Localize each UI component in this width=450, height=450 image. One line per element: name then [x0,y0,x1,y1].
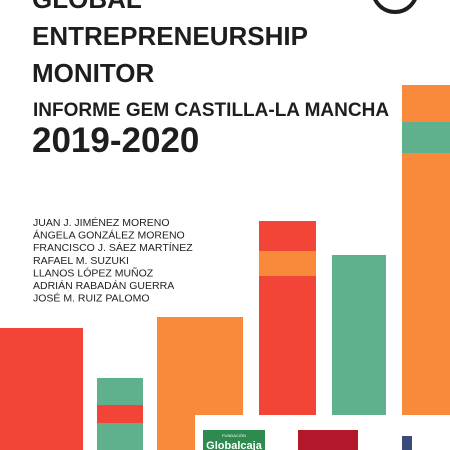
author: JOSÉ M. RUIZ PALOMO [33,292,149,305]
bar-block [259,276,316,415]
author: JUAN J. JIMÉNEZ MORENO [33,216,170,229]
author: ÁNGELA GONZÁLEZ MORENO [33,229,185,242]
sponsor-name: Globalcaja [206,440,263,450]
bar-block [97,378,143,405]
author: LLANOS LÓPEZ MUÑOZ [33,266,154,279]
sponsor-logo [203,430,265,450]
partner-icon [402,436,412,450]
bar-block [97,405,143,423]
bar-block [402,85,450,122]
author: ADRIÁN RABADÁN GUERRA [33,279,174,292]
title-line: MONITOR [32,58,155,88]
bar-block [259,221,316,251]
bar-block [0,328,83,450]
bar-block [402,122,450,153]
title-line: GLOBAL [32,0,142,14]
bar-block [332,255,386,415]
partner-logo [298,430,358,450]
years: 2019-2020 [32,121,199,160]
bar-block [402,153,450,415]
subtitle: INFORME GEM CASTILLA-LA MANCHA [33,100,389,121]
bar-block [97,423,143,450]
bar-block [259,251,316,276]
sponsor-caption: FUNDACIÓN [222,433,246,438]
author: RAFAEL M. SUZUKI [33,255,129,267]
author: FRANCISCO J. SÁEZ MARTÍNEZ [33,241,193,254]
title-line: ENTREPRENEURSHIP [32,21,308,51]
logo-circle [373,0,417,14]
